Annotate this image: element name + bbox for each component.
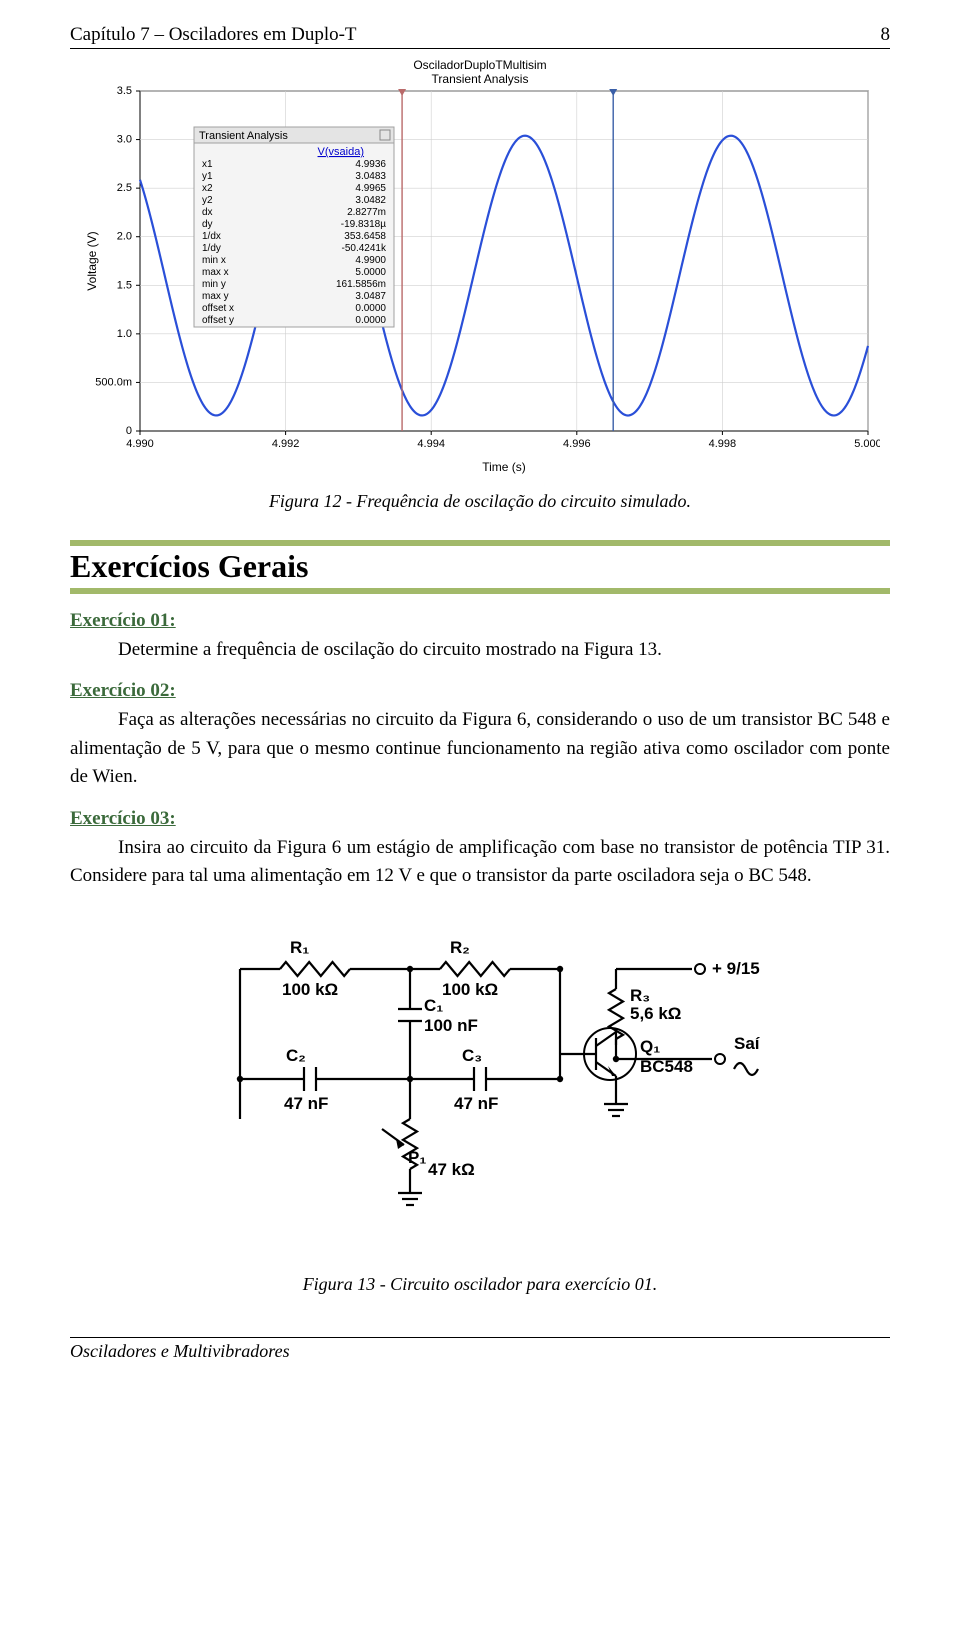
svg-text:2.8277m: 2.8277m — [347, 207, 386, 218]
svg-text:0.0000: 0.0000 — [355, 303, 386, 314]
svg-text:5.0000: 5.0000 — [355, 267, 386, 278]
svg-text:y2: y2 — [202, 195, 213, 206]
svg-text:47 nF: 47 nF — [454, 1094, 498, 1113]
svg-text:0: 0 — [126, 425, 132, 437]
svg-text:OsciladorDuploTMultisim: OsciladorDuploTMultisim — [413, 58, 546, 72]
svg-text:x2: x2 — [202, 183, 213, 194]
svg-text:offset x: offset x — [202, 303, 234, 314]
svg-text:R₂: R₂ — [450, 938, 470, 957]
figure-12-caption: Figura 12 - Frequência de oscilação do c… — [70, 491, 890, 512]
section-divider: Exercícios Gerais — [70, 540, 890, 594]
svg-text:100 nF: 100 nF — [424, 1016, 478, 1035]
svg-text:4.992: 4.992 — [272, 438, 300, 450]
svg-text:100 kΩ: 100 kΩ — [282, 980, 338, 999]
svg-text:1.5: 1.5 — [117, 279, 132, 291]
svg-text:4.9900: 4.9900 — [355, 255, 386, 266]
chapter-title: Capítulo 7 – Osciladores em Duplo-T — [70, 24, 357, 46]
page-header: Capítulo 7 – Osciladores em Duplo-T 8 — [70, 24, 890, 46]
svg-text:+ 9/15 V: + 9/15 V — [712, 959, 760, 978]
circuit-figure: R₁ 100 kΩ R₂ 100 kΩ C₂ 47 nF C₃ 47 nF C₁100 nF P₁… — [200, 919, 760, 1264]
section-heading: Exercícios Gerais — [70, 550, 890, 584]
svg-text:3.0482: 3.0482 — [355, 195, 386, 206]
svg-text:x1: x1 — [202, 159, 213, 170]
svg-text:P₁: P₁ — [408, 1148, 426, 1167]
svg-text:1/dx: 1/dx — [202, 231, 221, 242]
exercise-01-text: Determine a frequência de oscilação do c… — [70, 636, 890, 665]
figure-13-caption: Figura 13 - Circuito oscilador para exer… — [70, 1274, 890, 1295]
svg-text:47 nF: 47 nF — [284, 1094, 328, 1113]
svg-text:offset y: offset y — [202, 315, 234, 326]
svg-text:0.0000: 0.0000 — [355, 315, 386, 326]
page-number: 8 — [881, 24, 891, 46]
svg-text:C₁: C₁ — [424, 996, 443, 1015]
svg-text:Transient Analysis: Transient Analysis — [432, 72, 529, 86]
exercise-01-label: Exercício 01: — [70, 610, 890, 632]
svg-text:4.9965: 4.9965 — [355, 183, 386, 194]
svg-text:dx: dx — [202, 207, 213, 218]
transient-chart: OsciladorDuploTMultisimTransient Analysi… — [80, 57, 880, 477]
svg-text:min y: min y — [202, 279, 226, 290]
svg-text:3.0483: 3.0483 — [355, 171, 386, 182]
svg-text:161.5856m: 161.5856m — [336, 279, 386, 290]
svg-text:-50.4241k: -50.4241k — [342, 243, 387, 254]
svg-text:dy: dy — [202, 219, 213, 230]
svg-text:3.0: 3.0 — [117, 134, 132, 146]
svg-text:Voltage (V): Voltage (V) — [85, 231, 99, 290]
svg-text:4.996: 4.996 — [563, 438, 591, 450]
svg-text:3.5: 3.5 — [117, 85, 132, 97]
svg-text:Transient Analysis: Transient Analysis — [199, 130, 288, 142]
svg-text:4.990: 4.990 — [126, 438, 154, 450]
svg-text:R₁: R₁ — [290, 938, 309, 957]
svg-text:R₃: R₃ — [630, 986, 650, 1005]
svg-text:5,6 kΩ: 5,6 kΩ — [630, 1004, 681, 1023]
svg-text:353.6458: 353.6458 — [344, 231, 386, 242]
svg-text:500.0m: 500.0m — [95, 376, 132, 388]
chart-svg: OsciladorDuploTMultisimTransient Analysi… — [80, 57, 880, 477]
svg-text:Q₁: Q₁ — [640, 1037, 660, 1056]
footer-text: Osciladores e Multivibradores — [70, 1341, 290, 1361]
svg-text:100 kΩ: 100 kΩ — [442, 980, 498, 999]
svg-text:C₃: C₃ — [462, 1046, 482, 1065]
footer-divider: Osciladores e Multivibradores — [70, 1337, 890, 1362]
svg-text:1.0: 1.0 — [117, 328, 132, 340]
svg-text:1/dy: 1/dy — [202, 243, 221, 254]
circuit-svg: R₁ 100 kΩ R₂ 100 kΩ C₂ 47 nF C₃ 47 nF C₁100 nF P₁… — [200, 919, 760, 1259]
svg-text:Time (s): Time (s) — [482, 460, 526, 474]
svg-text:max x: max x — [202, 267, 229, 278]
svg-text:2.0: 2.0 — [117, 231, 132, 243]
svg-text:C₂: C₂ — [286, 1046, 306, 1065]
svg-text:4.994: 4.994 — [417, 438, 445, 450]
exercise-03-label: Exercício 03: — [70, 808, 890, 830]
svg-text:-19.8318µ: -19.8318µ — [341, 219, 386, 230]
svg-text:47 kΩ: 47 kΩ — [428, 1160, 475, 1179]
exercise-02-label: Exercício 02: — [70, 680, 890, 702]
svg-text:max y: max y — [202, 291, 229, 302]
svg-text:2.5: 2.5 — [117, 182, 132, 194]
svg-text:V(vsaida): V(vsaida) — [318, 146, 364, 158]
exercise-03-text: Insira ao circuito da Figura 6 um estági… — [70, 834, 890, 891]
svg-text:3.0487: 3.0487 — [355, 291, 386, 302]
svg-text:4.998: 4.998 — [709, 438, 737, 450]
svg-text:y1: y1 — [202, 171, 213, 182]
header-divider — [70, 48, 890, 49]
svg-text:5.000: 5.000 — [854, 438, 880, 450]
svg-text:4.9936: 4.9936 — [355, 159, 386, 170]
exercise-02-text: Faça as alterações necessárias no circui… — [70, 706, 890, 792]
svg-text:Saída: Saída — [734, 1034, 760, 1053]
svg-text:min x: min x — [202, 255, 226, 266]
